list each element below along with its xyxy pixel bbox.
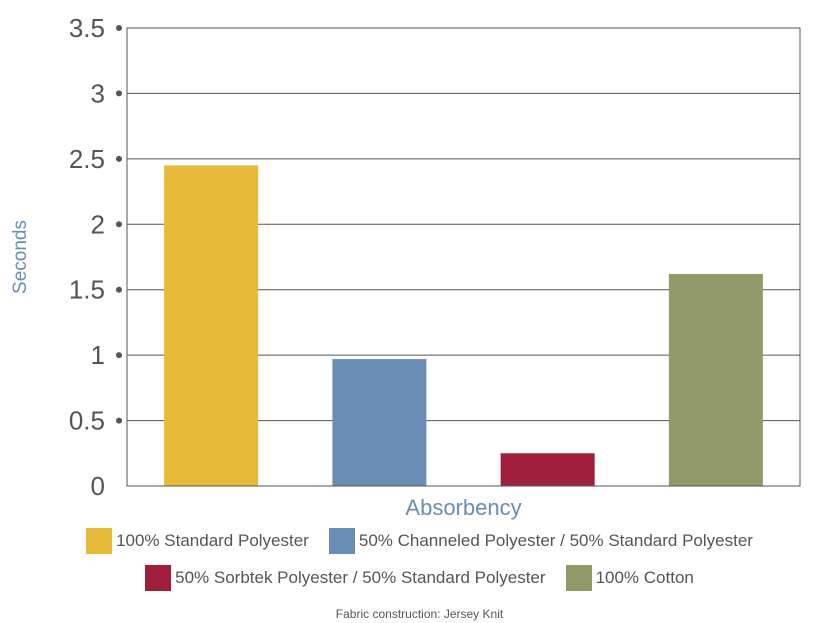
y-tick-label: 0.5 xyxy=(69,406,105,436)
legend-label-cotton: 100% Cotton xyxy=(595,568,694,587)
plot-area-frame xyxy=(126,27,801,487)
legend-row-1: 100% Standard Polyester 50% Channeled Po… xyxy=(0,528,839,554)
legend-item-cotton: 100% Cotton xyxy=(565,565,694,591)
y-tick-dot xyxy=(116,221,122,228)
legend-item-standard-polyester: 100% Standard Polyester xyxy=(86,528,309,554)
y-tick-label: 3.5 xyxy=(69,13,105,43)
bar-chart: 0 0.5 1 1.5 2 2.5 3 3.5 Seconds Absorbency xyxy=(10,13,801,520)
bar xyxy=(668,274,763,486)
legend-swatch-standard-polyester xyxy=(86,528,113,554)
legend-item-sorbtek-polyester: 50% Sorbtek Polyester / 50% Standard Pol… xyxy=(145,565,546,591)
bars xyxy=(164,165,763,486)
legend-swatch-channeled-polyester xyxy=(328,528,355,554)
y-axis-title: Seconds xyxy=(10,220,31,294)
y-tick-label: 1 xyxy=(91,340,105,370)
y-tick-dot xyxy=(116,155,122,162)
y-tick-label: 1.5 xyxy=(69,275,105,305)
legend-swatch-cotton xyxy=(565,565,592,591)
legend-label-standard-polyester: 100% Standard Polyester xyxy=(116,531,309,550)
legend-label-channeled-polyester: 50% Channeled Polyester / 50% Standard P… xyxy=(358,531,753,550)
y-tick-dot xyxy=(116,286,122,293)
bar xyxy=(332,359,427,486)
y-tick-dot xyxy=(116,352,122,359)
chart-footnote: Fabric construction: Jersey Knit xyxy=(335,607,504,621)
y-axis-ticks: 0 0.5 1 1.5 2 2.5 3 3.5 xyxy=(69,13,122,501)
x-axis-title: Absorbency xyxy=(405,495,521,520)
legend-label-sorbtek-polyester: 50% Sorbtek Polyester / 50% Standard Pol… xyxy=(175,568,546,587)
legend-swatch-sorbtek-polyester xyxy=(145,565,172,591)
y-tick-label: 2.5 xyxy=(69,144,105,174)
y-tick-dot xyxy=(116,25,122,31)
y-tick-dot xyxy=(116,417,122,424)
y-tick-label: 0 xyxy=(91,471,105,501)
bar xyxy=(164,165,259,486)
legend-item-channeled-polyester: 50% Channeled Polyester / 50% Standard P… xyxy=(328,528,753,554)
y-tick-label: 3 xyxy=(91,78,105,108)
y-tick-label: 2 xyxy=(91,209,105,239)
bar xyxy=(500,453,595,486)
y-tick-dot xyxy=(116,90,122,97)
legend-row-2: 50% Sorbtek Polyester / 50% Standard Pol… xyxy=(0,565,839,591)
